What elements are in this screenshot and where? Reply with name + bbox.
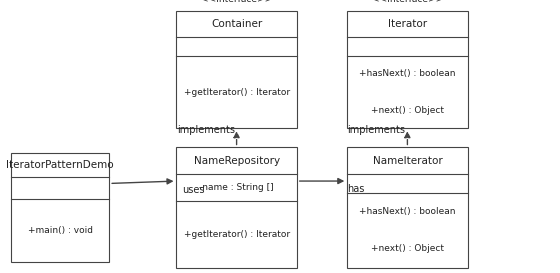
Text: has: has [347, 184, 365, 194]
Bar [347, 147, 468, 268]
Bar [11, 153, 109, 262]
Text: +getIterator() : Iterator: +getIterator() : Iterator [184, 230, 290, 239]
Text: IteratorPatternDemo: IteratorPatternDemo [6, 160, 114, 170]
Text: implements: implements [348, 125, 405, 135]
Text: +next() : Object: +next() : Object [371, 244, 444, 253]
Text: +getIterator() : Iterator: +getIterator() : Iterator [184, 88, 290, 97]
Text: +main() : void: +main() : void [27, 226, 93, 235]
Text: NameIterator: NameIterator [372, 156, 442, 166]
Text: implements: implements [177, 125, 235, 135]
Bar [347, 11, 468, 128]
Bar [176, 147, 297, 268]
Text: <<Interface>>: <<Interface>> [372, 0, 443, 4]
Text: NameRepository: NameRepository [194, 156, 279, 166]
Text: Iterator: Iterator [388, 19, 427, 29]
Text: <<Interface>>: <<Interface>> [201, 0, 272, 4]
Text: Container: Container [211, 19, 262, 29]
Text: +hasNext() : boolean: +hasNext() : boolean [359, 69, 456, 78]
Text: -name : String []: -name : String [] [199, 183, 274, 192]
Text: uses: uses [182, 185, 204, 195]
Bar [176, 11, 297, 128]
Text: +next() : Object: +next() : Object [371, 106, 444, 115]
Text: +hasNext() : boolean: +hasNext() : boolean [359, 207, 456, 216]
